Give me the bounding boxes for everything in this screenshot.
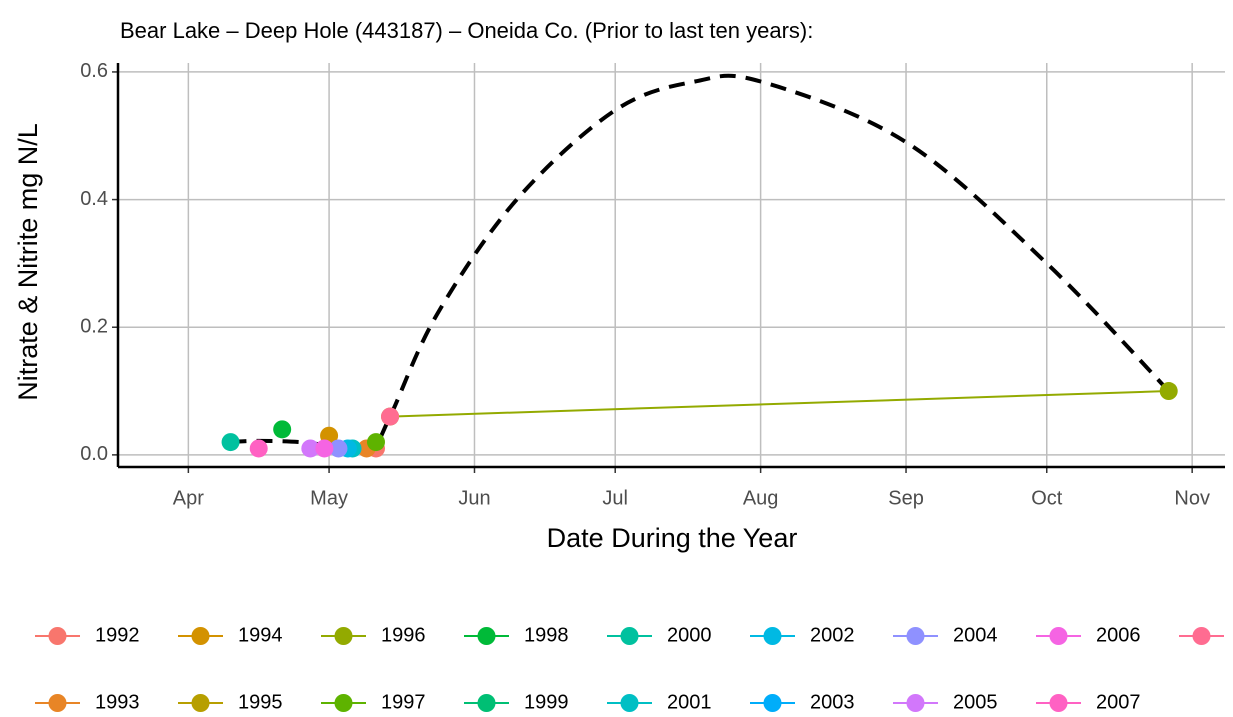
legend-label: 1992 [95,624,140,646]
legend-label: 1996 [381,624,426,646]
data-point [301,439,320,458]
legend-key-point [334,694,353,712]
legend-key-point [1192,627,1211,645]
legend-key-point [477,694,496,712]
legend-key-point [620,694,639,712]
legend-key-point [620,627,639,645]
x-axis-label: Date During the Year [547,523,798,553]
data-point [221,433,240,452]
legend-key-point [906,627,925,645]
legend-label: 1998 [524,624,569,646]
legend-label: 2005 [953,691,998,713]
legend-key-point [477,627,496,645]
legend-label: 1997 [381,691,426,713]
legend-key-point [1049,694,1068,712]
legend-key-point [48,627,67,645]
legend-label: 2001 [667,691,712,713]
legend-key-point [763,627,782,645]
x-tick-label: May [310,487,348,509]
series-line [390,390,1169,418]
x-tick-label: Jul [602,487,628,509]
legend-label: 2007 [1096,691,1141,713]
trend-line [230,73,1171,453]
legend-label: 1995 [238,691,283,713]
x-tick-label: Aug [743,487,779,509]
legend-key-point [763,694,782,712]
y-axis-label: Nitrate & Nitrite mg N/L [13,123,43,401]
legend-label: 1999 [524,691,569,713]
x-tick-label: Sep [888,487,924,509]
legend-label: 2000 [667,624,712,646]
data-point [366,433,385,452]
legend-key-point [48,694,67,712]
legend-key-point [334,627,353,645]
legend-key-point [906,694,925,712]
legend-key-point [1049,627,1068,645]
data-point [273,420,292,439]
legend-key-point [191,627,210,645]
x-tick-label: Jun [458,487,490,509]
data-point [329,439,348,458]
chart-title: Bear Lake – Deep Hole (443187) – Oneida … [120,18,813,43]
data-point [381,407,400,426]
y-tick-label: 0.0 [80,443,108,465]
legend-key-point [191,694,210,712]
legend-label: 1994 [238,624,283,646]
legend-label: 2006 [1096,624,1141,646]
y-tick-label: 0.2 [80,316,108,338]
x-tick-label: Nov [1174,487,1210,509]
legend-label: 2002 [810,624,855,646]
data-point [249,439,268,458]
data-point [1159,382,1178,401]
y-tick-label: 0.4 [80,188,108,210]
legend-label: 2003 [810,691,855,713]
y-tick-label: 0.6 [80,60,108,82]
legend-label: 1993 [95,691,140,713]
x-tick-label: Oct [1031,487,1063,509]
data-point [315,439,334,458]
x-tick-label: Apr [173,487,204,509]
legend-label: 2004 [953,624,998,646]
